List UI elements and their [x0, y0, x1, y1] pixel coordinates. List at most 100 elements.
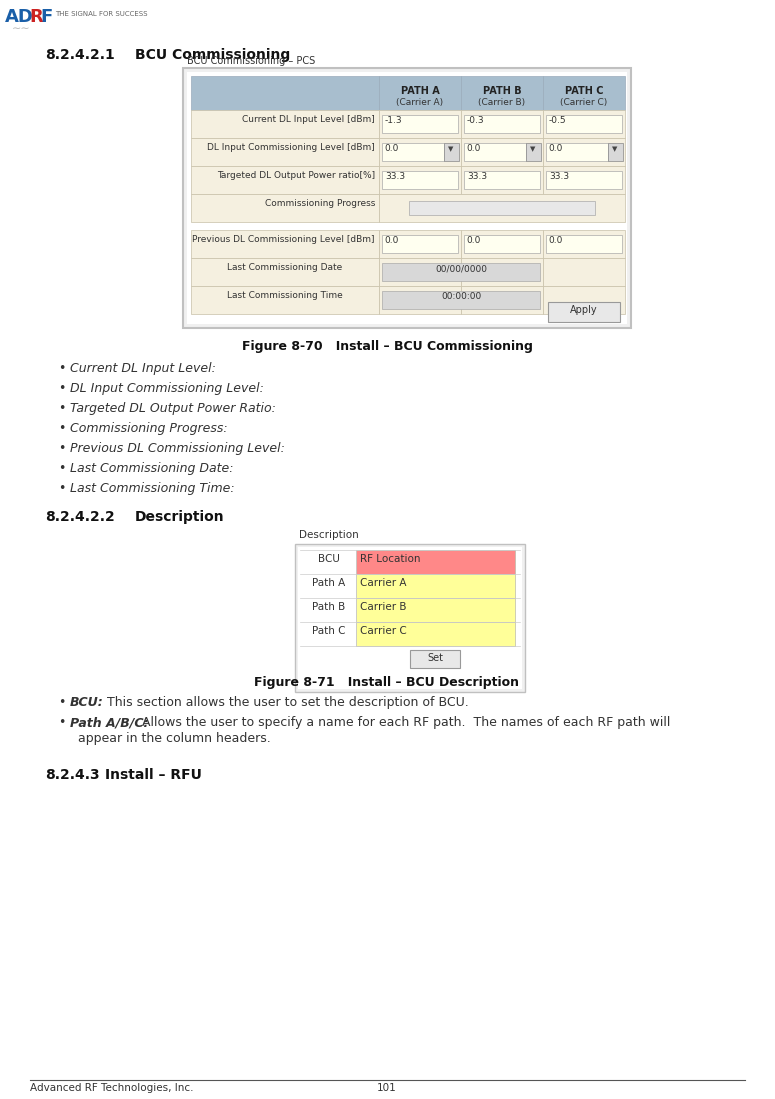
Text: 8.2.4.2.2: 8.2.4.2.2	[45, 510, 115, 524]
Text: Path A: Path A	[312, 578, 345, 588]
Bar	[461, 258, 543, 286]
Text: •: •	[58, 462, 65, 475]
Bar	[191, 230, 379, 258]
Text: AD: AD	[5, 8, 34, 26]
Bar	[379, 110, 461, 138]
Text: 8.2.4.3: 8.2.4.3	[45, 768, 100, 782]
Bar	[379, 138, 461, 166]
Bar	[526, 143, 541, 160]
Bar	[382, 143, 444, 160]
Text: Allows the user to specify a name for each RF path.  The names of each RF path w: Allows the user to specify a name for ea…	[138, 717, 670, 729]
Text: Figure 8-71   Install – BCU Description: Figure 8-71 Install – BCU Description	[254, 676, 519, 689]
Bar	[382, 171, 458, 189]
Text: Last Commissioning Date: Last Commissioning Date	[227, 263, 343, 271]
Text: DL Input Commissioning Level [dBm]: DL Input Commissioning Level [dBm]	[207, 143, 375, 152]
Text: Previous DL Commissioning Level [dBm]: Previous DL Commissioning Level [dBm]	[192, 235, 375, 244]
Bar	[464, 143, 526, 160]
Bar	[191, 286, 379, 314]
Bar	[546, 171, 622, 189]
Text: PATH A: PATH A	[401, 86, 439, 96]
Text: -0.3: -0.3	[467, 116, 484, 125]
Bar	[546, 235, 622, 253]
Text: 00:00:00: 00:00:00	[441, 292, 481, 301]
Text: Targeted DL Output Power ratio[%]: Targeted DL Output Power ratio[%]	[217, 171, 375, 180]
Text: F: F	[40, 8, 52, 26]
Text: 33.3: 33.3	[467, 173, 487, 181]
Text: Carrier C: Carrier C	[360, 626, 407, 636]
Bar	[382, 263, 540, 281]
Bar	[356, 622, 515, 646]
Text: Figure 8-70   Install – BCU Commissioning: Figure 8-70 Install – BCU Commissioning	[242, 340, 532, 353]
Bar	[379, 166, 461, 195]
Text: Path A/B/C:: Path A/B/C:	[70, 717, 149, 729]
Text: appear in the column headers.: appear in the column headers.	[70, 732, 270, 745]
Text: •: •	[58, 422, 65, 435]
Text: BCU Commissioning – PCS: BCU Commissioning – PCS	[187, 56, 315, 66]
Text: •: •	[58, 382, 65, 395]
Bar	[548, 302, 620, 322]
Text: BCU: BCU	[318, 554, 339, 564]
Text: Description: Description	[299, 530, 359, 540]
Bar	[461, 138, 543, 166]
Bar	[187, 73, 627, 324]
Text: Install – RFU: Install – RFU	[105, 768, 202, 782]
Text: RF Location: RF Location	[360, 554, 421, 564]
Bar	[543, 166, 625, 195]
Text: ▼: ▼	[448, 146, 453, 152]
Bar	[546, 143, 608, 160]
Text: 33.3: 33.3	[385, 173, 405, 181]
Bar	[356, 598, 515, 622]
Text: 101: 101	[377, 1083, 397, 1094]
Text: PATH B: PATH B	[483, 86, 522, 96]
Bar	[461, 166, 543, 195]
Text: (Carrier A): (Carrier A)	[397, 98, 443, 107]
Bar	[461, 230, 543, 258]
Bar	[379, 230, 461, 258]
Text: •: •	[58, 696, 65, 709]
Text: 0.0: 0.0	[548, 144, 563, 153]
Bar	[183, 68, 631, 328]
Text: Path C: Path C	[312, 626, 345, 636]
Text: 8.2.4.2.1: 8.2.4.2.1	[45, 48, 115, 62]
Bar	[191, 195, 379, 222]
Text: 0.0: 0.0	[466, 236, 480, 245]
Text: 00/00/0000: 00/00/0000	[435, 264, 487, 273]
Text: •: •	[58, 362, 65, 375]
Bar	[379, 258, 461, 286]
Bar	[464, 171, 540, 189]
Text: Apply: Apply	[570, 306, 598, 315]
Bar	[191, 166, 379, 195]
Text: Last Commissioning Time:: Last Commissioning Time:	[70, 482, 235, 495]
Bar	[356, 550, 515, 574]
Text: •: •	[58, 442, 65, 455]
Bar	[461, 76, 543, 110]
Text: PATH C: PATH C	[565, 86, 603, 96]
Text: Current DL Input Level [dBm]: Current DL Input Level [dBm]	[243, 115, 375, 124]
Text: THE SIGNAL FOR SUCCESS: THE SIGNAL FOR SUCCESS	[55, 11, 147, 16]
Bar	[543, 110, 625, 138]
Bar	[191, 110, 379, 138]
Bar	[300, 550, 520, 646]
Bar	[543, 76, 625, 110]
Text: ∼∼: ∼∼	[12, 24, 31, 34]
Text: ▼: ▼	[612, 146, 618, 152]
Text: 0.0: 0.0	[384, 236, 398, 245]
Text: 0.0: 0.0	[548, 236, 563, 245]
Bar	[379, 286, 461, 314]
Bar	[461, 286, 543, 314]
Text: -1.3: -1.3	[385, 116, 403, 125]
Text: BCU Commissioning: BCU Commissioning	[135, 48, 291, 62]
Bar	[295, 544, 525, 692]
Bar	[543, 138, 625, 166]
Text: Last Commissioning Time: Last Commissioning Time	[227, 291, 343, 300]
Bar	[191, 258, 379, 286]
Bar	[301, 622, 356, 646]
Bar	[382, 235, 458, 253]
Text: Last Commissioning Date:: Last Commissioning Date:	[70, 462, 233, 475]
Text: (Carrier C): (Carrier C)	[560, 98, 608, 107]
Text: Targeted DL Output Power Ratio:: Targeted DL Output Power Ratio:	[70, 402, 276, 415]
Bar	[191, 138, 379, 166]
Bar	[464, 235, 540, 253]
Bar	[379, 195, 625, 222]
Text: This section allows the user to set the description of BCU.: This section allows the user to set the …	[103, 696, 469, 709]
